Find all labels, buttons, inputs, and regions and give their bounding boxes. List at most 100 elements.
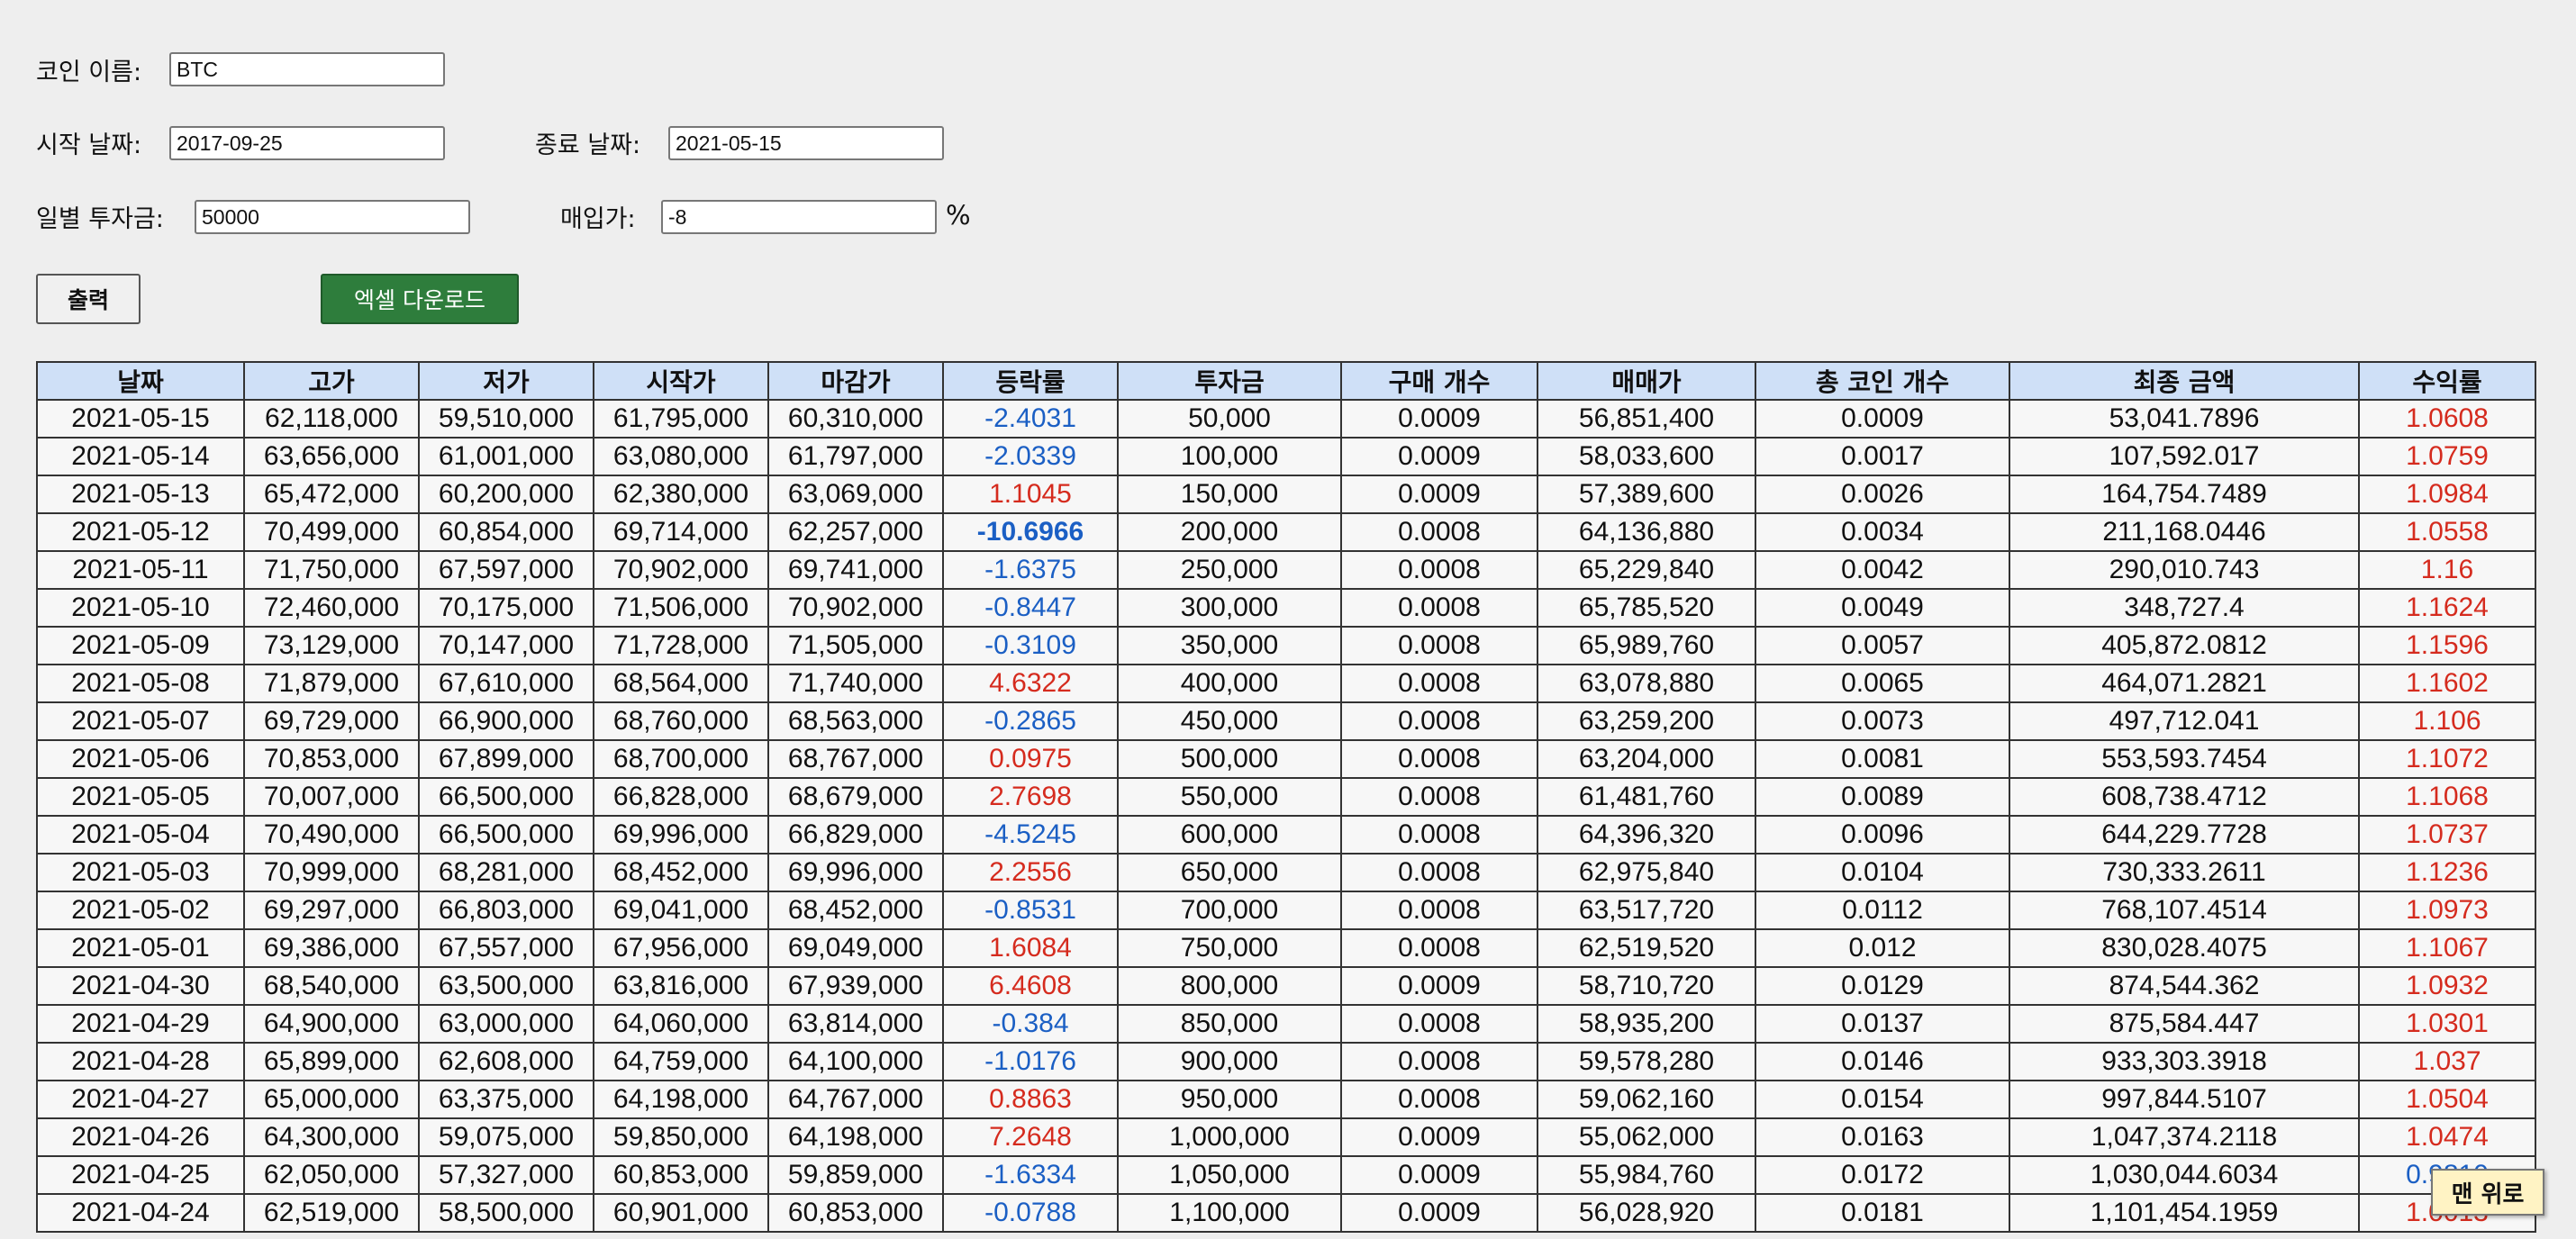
table-cell: 70,490,000	[243, 815, 420, 855]
table-cell: 0.0154	[1755, 1080, 2010, 1119]
table-cell: 700,000	[1117, 891, 1342, 930]
table-body: 2021-05-15 62,118,000 59,510,000 61,795,000…	[36, 399, 2536, 1233]
table-row: 2021-05-10 72,460,000 70,175,000 71,506,000…	[36, 588, 2536, 628]
table-cell: 300,000	[1117, 588, 1342, 628]
table-cell: 0.0049	[1755, 588, 2010, 628]
table-cell: 150,000	[1117, 475, 1342, 514]
table-cell: 70,902,000	[767, 588, 944, 628]
table-cell: 60,853,000	[593, 1155, 769, 1195]
table-cell: 0.0129	[1755, 966, 2010, 1006]
table-row: 2021-05-08 71,879,000 67,610,000 68,564,000…	[36, 664, 2536, 703]
table-cell: 61,001,000	[418, 437, 594, 476]
column-header: 시작가	[593, 361, 769, 401]
table-cell: 768,107.4514	[2009, 891, 2360, 930]
table-cell: 2021-05-01	[36, 928, 245, 968]
table-cell: -0.8447	[942, 588, 1119, 628]
start-date-label: 시작 날짜:	[36, 131, 142, 159]
table-cell: 63,080,000	[593, 437, 769, 476]
table-row: 2021-04-29 64,900,000 63,000,000 64,060,000…	[36, 1004, 2536, 1044]
table-cell: 1.0984	[2358, 475, 2536, 514]
table-cell: 2021-05-11	[36, 550, 245, 590]
table-cell: 350,000	[1117, 626, 1342, 665]
table-cell: -0.8531	[942, 891, 1119, 930]
table-cell: 63,500,000	[418, 966, 594, 1006]
table-cell: 69,729,000	[243, 701, 420, 741]
table-cell: 1.1072	[2358, 739, 2536, 779]
column-header: 고가	[243, 361, 420, 401]
table-cell: 58,033,600	[1537, 437, 1756, 476]
table-row: 2021-04-25 62,050,000 57,327,000 60,853,000…	[36, 1155, 2536, 1195]
coin-name-row: 코인 이름:	[36, 50, 141, 89]
table-cell: 65,899,000	[243, 1042, 420, 1081]
table-cell: -0.2865	[942, 701, 1119, 741]
end-date-label: 종료 날짜:	[535, 131, 641, 159]
excel-download-button[interactable]: 엑셀 다운로드	[321, 274, 519, 324]
buy-price-input[interactable]: -8	[661, 200, 937, 234]
table-cell: 1.1624	[2358, 588, 2536, 628]
table-row: 2021-05-09 73,129,000 70,147,000 71,728,000…	[36, 626, 2536, 665]
table-cell: 64,900,000	[243, 1004, 420, 1044]
end-date-input[interactable]: 2021-05-15	[668, 126, 944, 160]
table-cell: 58,710,720	[1537, 966, 1756, 1006]
table-cell: 64,100,000	[767, 1042, 944, 1081]
table-cell: 1.1596	[2358, 626, 2536, 665]
result-table: 날짜 고가 저가 시작가 마감가 등락률 투자금 구매 개수 매매가 총 코인 개수 최종 금액 수익…	[36, 361, 2536, 1233]
column-header: 등락률	[942, 361, 1119, 401]
table-cell: 67,939,000	[767, 966, 944, 1006]
table-cell: 1.16	[2358, 550, 2536, 590]
start-date-input[interactable]: 2017-09-25	[169, 126, 445, 160]
scroll-to-top-button[interactable]: 맨 위로	[2431, 1169, 2544, 1216]
table-cell: 348,727.4	[2009, 588, 2360, 628]
table-cell: 600,000	[1117, 815, 1342, 855]
table-cell: 2021-05-10	[36, 588, 245, 628]
table-cell: 0.0009	[1755, 399, 2010, 439]
table-cell: 63,259,200	[1537, 701, 1756, 741]
table-cell: 1.0474	[2358, 1117, 2536, 1157]
table-cell: 70,499,000	[243, 512, 420, 552]
table-cell: 66,500,000	[418, 815, 594, 855]
table-cell: 0.0009	[1340, 1117, 1538, 1157]
table-cell: 730,333.2611	[2009, 853, 2360, 892]
table-cell: 1.037	[2358, 1042, 2536, 1081]
table-cell: 57,327,000	[418, 1155, 594, 1195]
table-cell: 70,853,000	[243, 739, 420, 779]
table-cell: 68,563,000	[767, 701, 944, 741]
table-cell: 997,844.5107	[2009, 1080, 2360, 1119]
table-cell: 1.0558	[2358, 512, 2536, 552]
table-cell: 200,000	[1117, 512, 1342, 552]
coin-name-input[interactable]: BTC	[169, 52, 445, 86]
table-cell: 650,000	[1117, 853, 1342, 892]
table-cell: 1.1067	[2358, 928, 2536, 968]
table-cell: 58,935,200	[1537, 1004, 1756, 1044]
table-cell: 0.0008	[1340, 1004, 1538, 1044]
table-cell: 64,198,000	[593, 1080, 769, 1119]
table-cell: 68,564,000	[593, 664, 769, 703]
table-cell: 59,850,000	[593, 1117, 769, 1157]
daily-invest-input[interactable]: 50000	[195, 200, 470, 234]
table-cell: 933,303.3918	[2009, 1042, 2360, 1081]
column-header: 수익률	[2358, 361, 2536, 401]
table-cell: 55,062,000	[1537, 1117, 1756, 1157]
table-cell: 62,257,000	[767, 512, 944, 552]
table-cell: 73,129,000	[243, 626, 420, 665]
table-cell: 1.1045	[942, 475, 1119, 514]
table-cell: 0.0975	[942, 739, 1119, 779]
table-cell: 0.0073	[1755, 701, 2010, 741]
table-row: 2021-05-14 63,656,000 61,001,000 63,080,000…	[36, 437, 2536, 476]
table-cell: 66,829,000	[767, 815, 944, 855]
table-cell: 1.0973	[2358, 891, 2536, 930]
table-cell: 63,656,000	[243, 437, 420, 476]
table-cell: 0.0057	[1755, 626, 2010, 665]
table-cell: 900,000	[1117, 1042, 1342, 1081]
print-button[interactable]: 출력	[36, 274, 141, 324]
table-cell: 2021-05-15	[36, 399, 245, 439]
table-row: 2021-04-28 65,899,000 62,608,000 64,759,000…	[36, 1042, 2536, 1081]
table-row: 2021-04-26 64,300,000 59,075,000 59,850,000…	[36, 1117, 2536, 1157]
table-cell: 0.0008	[1340, 739, 1538, 779]
table-cell: 61,795,000	[593, 399, 769, 439]
table-cell: 0.0112	[1755, 891, 2010, 930]
table-cell: 2021-05-09	[36, 626, 245, 665]
table-row: 2021-04-30 68,540,000 63,500,000 63,816,000…	[36, 966, 2536, 1006]
table-cell: 68,281,000	[418, 853, 594, 892]
table-cell: 553,593.7454	[2009, 739, 2360, 779]
